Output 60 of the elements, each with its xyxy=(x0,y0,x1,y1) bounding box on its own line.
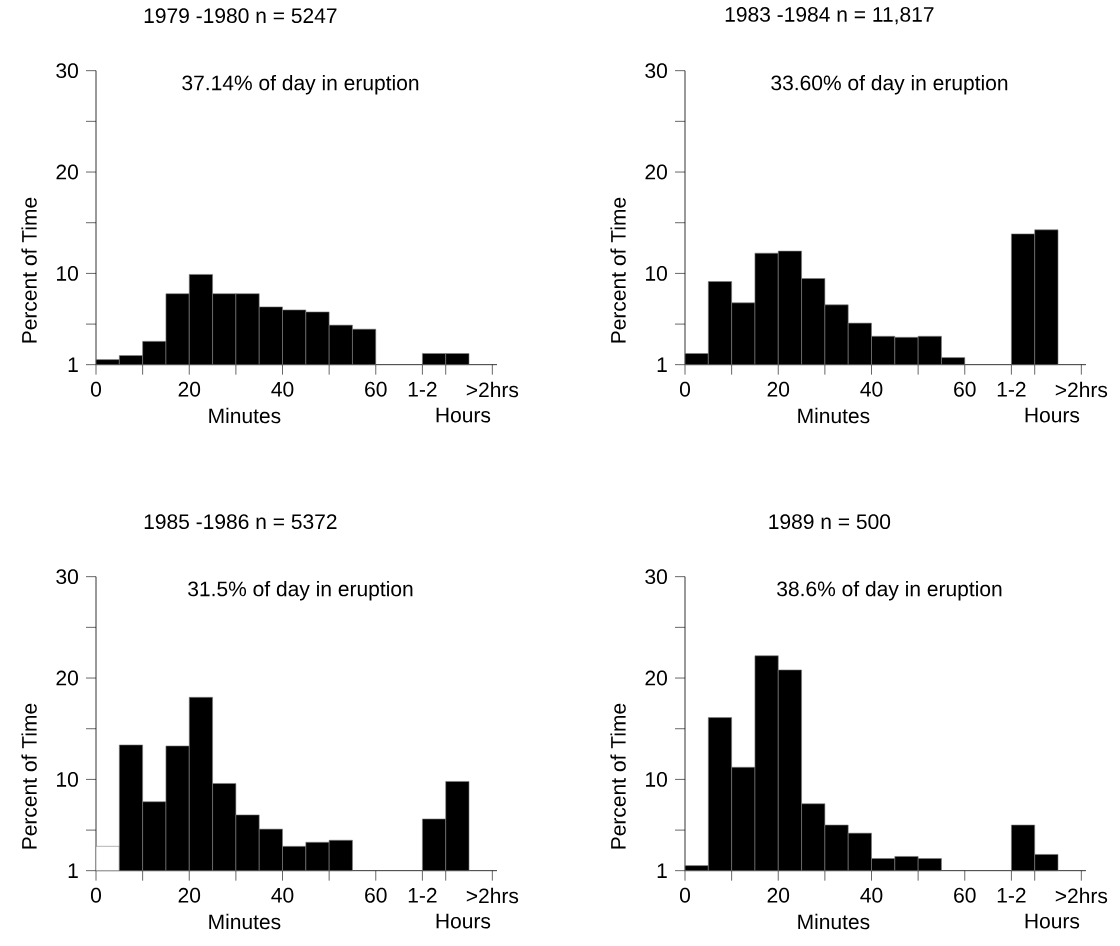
y-tick-label: 10 xyxy=(646,772,667,788)
x-tick-label: 1-2 xyxy=(408,382,437,397)
y-tick-label: 30 xyxy=(56,569,78,585)
y-tick-label: 30 xyxy=(645,569,667,585)
text: Hours xyxy=(436,408,491,423)
chart-title: 1985 -1986 n = 5372 xyxy=(144,514,337,530)
x-tick-label: 60 xyxy=(954,888,976,903)
text: Hours xyxy=(1025,408,1080,423)
x-tick-label: 40 xyxy=(271,888,294,903)
y-axis-title: Percent of Time xyxy=(21,197,37,343)
x-tick-label: 20 xyxy=(767,382,790,397)
chart-title: 1989 n = 500 xyxy=(769,514,891,530)
x-axis-title: Minutes xyxy=(209,914,281,930)
x-tick-label: 40 xyxy=(860,382,883,397)
y-tick-label: 20 xyxy=(645,164,667,180)
y-tick-label: 10 xyxy=(57,266,78,282)
x-tick-label: 0 xyxy=(90,888,102,903)
chart-subtitle: 33.60% of day in eruption xyxy=(771,75,1008,95)
x-tick-label: 20 xyxy=(767,888,790,903)
x-tick-label: 0 xyxy=(679,888,691,903)
text: Hours xyxy=(1025,914,1080,929)
x-tick-label: >2hrs xyxy=(1055,888,1108,904)
x-axis-title: Minutes xyxy=(209,408,281,424)
chart-title: 1979 -1980 n = 5247 xyxy=(144,8,337,24)
y-tick-label: 1 xyxy=(68,357,78,373)
x-tick-label: 0 xyxy=(679,382,691,397)
x-tick-label: >2hrs xyxy=(466,888,519,904)
chart-subtitle: 31.5% of day in eruption xyxy=(188,581,413,601)
y-axis-title: Percent of Time xyxy=(21,703,37,849)
y-tick-label: 30 xyxy=(56,63,78,79)
x-tick-label: 1-2 xyxy=(997,888,1026,903)
x-tick-label: 40 xyxy=(860,888,883,903)
x-tick-label: 60 xyxy=(365,888,387,903)
y-tick-label: 30 xyxy=(645,63,667,79)
y-tick-label: 20 xyxy=(56,670,78,686)
x-tick-label: 1-2 xyxy=(997,382,1026,397)
y-tick-label: 10 xyxy=(646,266,667,282)
x-axis-title: Minutes xyxy=(798,408,870,424)
chart-subtitle: 38.6% of day in eruption xyxy=(777,581,1002,601)
y-tick-label: 1 xyxy=(657,863,667,879)
x-tick-label: 20 xyxy=(178,888,201,903)
x-tick-label: 0 xyxy=(90,382,102,397)
x-tick-label: >2hrs xyxy=(1055,382,1108,398)
x-tick-label: 60 xyxy=(954,382,976,397)
x-tick-label: 1-2 xyxy=(408,888,437,903)
y-tick-label: 20 xyxy=(645,670,667,686)
chart-title: 1983 -1984 n = 11,817 xyxy=(725,7,934,25)
y-tick-label: 1 xyxy=(68,863,78,879)
chart-subtitle: 37.14% of day in eruption xyxy=(182,75,419,95)
x-axis-title: Minutes xyxy=(798,914,870,930)
x-tick-label: 20 xyxy=(178,382,201,397)
y-tick-label: 20 xyxy=(56,164,78,180)
x-tick-label: 60 xyxy=(365,382,387,397)
x-tick-label: >2hrs xyxy=(466,382,519,398)
y-tick-label: 10 xyxy=(57,772,78,788)
y-tick-label: 1 xyxy=(657,357,667,373)
y-axis-title: Percent of Time xyxy=(610,703,626,849)
text: Hours xyxy=(436,914,491,929)
x-tick-label: 40 xyxy=(271,382,294,397)
y-axis-title: Percent of Time xyxy=(610,197,626,343)
